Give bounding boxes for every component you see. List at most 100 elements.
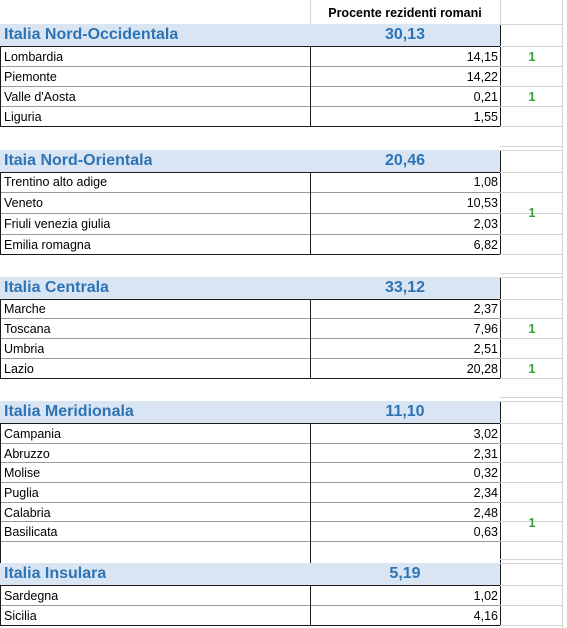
grid-line (0, 605, 500, 606)
section-band (0, 277, 500, 299)
grid-line (0, 86, 500, 87)
region-value: 2,48 (473, 506, 498, 520)
grid-line (500, 254, 562, 255)
region-value: 2,37 (473, 302, 498, 316)
grid-line (0, 443, 500, 444)
grid-line (0, 234, 500, 235)
column-header: Procente rezidenti romani (328, 6, 482, 20)
grid-line (500, 277, 501, 378)
region-name: Piemonte (4, 70, 57, 84)
section-band (0, 24, 500, 46)
grid-line (500, 277, 562, 278)
region-name: Valle d'Aosta (4, 90, 76, 104)
region-value: 2,03 (473, 217, 498, 231)
region-name: Marche (4, 302, 46, 316)
grid-line (500, 482, 562, 483)
grid-line (500, 150, 501, 254)
grid-line (310, 46, 311, 126)
grid-line (0, 254, 501, 255)
grid-line (0, 378, 501, 379)
grid-line (562, 0, 563, 628)
grid-line (310, 0, 311, 24)
region-mark: 1 (528, 322, 536, 336)
region-value: 10,53 (466, 196, 498, 210)
region-name: Trentino alto adige (4, 175, 108, 189)
grid-line (0, 401, 1, 625)
grid-line (500, 378, 562, 379)
grid-line (500, 318, 562, 319)
region-value: 4,16 (473, 609, 498, 623)
region-name: Basilicata (4, 525, 58, 539)
section-total: 33,12 (384, 279, 426, 296)
south-islands-mark: 1 (528, 516, 536, 530)
section-title: Italia Centrala (4, 279, 109, 296)
region-value: 0,63 (473, 525, 498, 539)
grid-line (0, 462, 500, 463)
region-value: 0,32 (473, 466, 498, 480)
section-band (0, 401, 500, 423)
region-name: Sardegna (4, 589, 59, 603)
grid-line (500, 24, 562, 25)
grid-line (0, 338, 500, 339)
grid-line (0, 24, 1, 126)
section-title: Itaia Nord-Orientala (4, 152, 153, 169)
grid-line (0, 106, 500, 107)
grid-line (500, 443, 562, 444)
region-value: 2,34 (473, 486, 498, 500)
region-name: Lazio (4, 362, 34, 376)
region-value: 2,31 (473, 447, 498, 461)
grid-line (500, 625, 562, 626)
region-name: Veneto (4, 196, 43, 210)
grid-line (0, 521, 500, 522)
section-title: Italia Insulara (4, 565, 107, 582)
grid-line (0, 625, 501, 626)
grid-line (0, 150, 1, 254)
grid-line (0, 172, 501, 173)
grid-line (0, 358, 500, 359)
region-name: Abruzzo (4, 447, 50, 461)
grid-line (0, 213, 500, 214)
region-mark: 1 (528, 50, 536, 64)
region-value: 20,28 (466, 362, 498, 376)
section-band (0, 563, 500, 585)
grid-line (500, 338, 562, 339)
grid-line (500, 273, 562, 274)
grid-line (500, 521, 562, 522)
grid-line (310, 299, 311, 378)
grid-line (0, 541, 500, 542)
section-title: Italia Nord-Occidentala (4, 26, 179, 43)
grid-line (500, 541, 562, 542)
grid-line (500, 462, 562, 463)
region-value: 0,21 (473, 90, 498, 104)
section-title: Italia Meridionala (4, 403, 134, 420)
grid-line (500, 126, 562, 127)
grid-line (0, 423, 501, 424)
region-name: Calabria (4, 506, 51, 520)
grid-line (500, 150, 562, 151)
region-name: Campania (4, 427, 61, 441)
grid-line (500, 146, 562, 147)
region-name: Liguria (4, 110, 42, 124)
grid-line (500, 24, 501, 126)
region-value: 14,15 (466, 50, 498, 64)
grid-line (0, 318, 500, 319)
grid-line (500, 401, 562, 402)
section-total: 30,13 (384, 26, 426, 43)
region-value: 2,51 (473, 342, 498, 356)
region-name: Toscana (4, 322, 51, 336)
section-total: 20,46 (384, 152, 426, 169)
grid-line (500, 46, 562, 47)
grid-line (500, 106, 562, 107)
region-value: 6,82 (473, 238, 498, 252)
grid-line (0, 585, 501, 586)
grid-line (500, 585, 562, 586)
region-value: 1,08 (473, 175, 498, 189)
region-value: 1,55 (473, 110, 498, 124)
region-value: 1,02 (473, 589, 498, 603)
grid-line (0, 277, 1, 378)
grid-line (500, 563, 562, 564)
grid-line (500, 234, 562, 235)
grid-line (500, 172, 562, 173)
grid-line (500, 86, 562, 87)
